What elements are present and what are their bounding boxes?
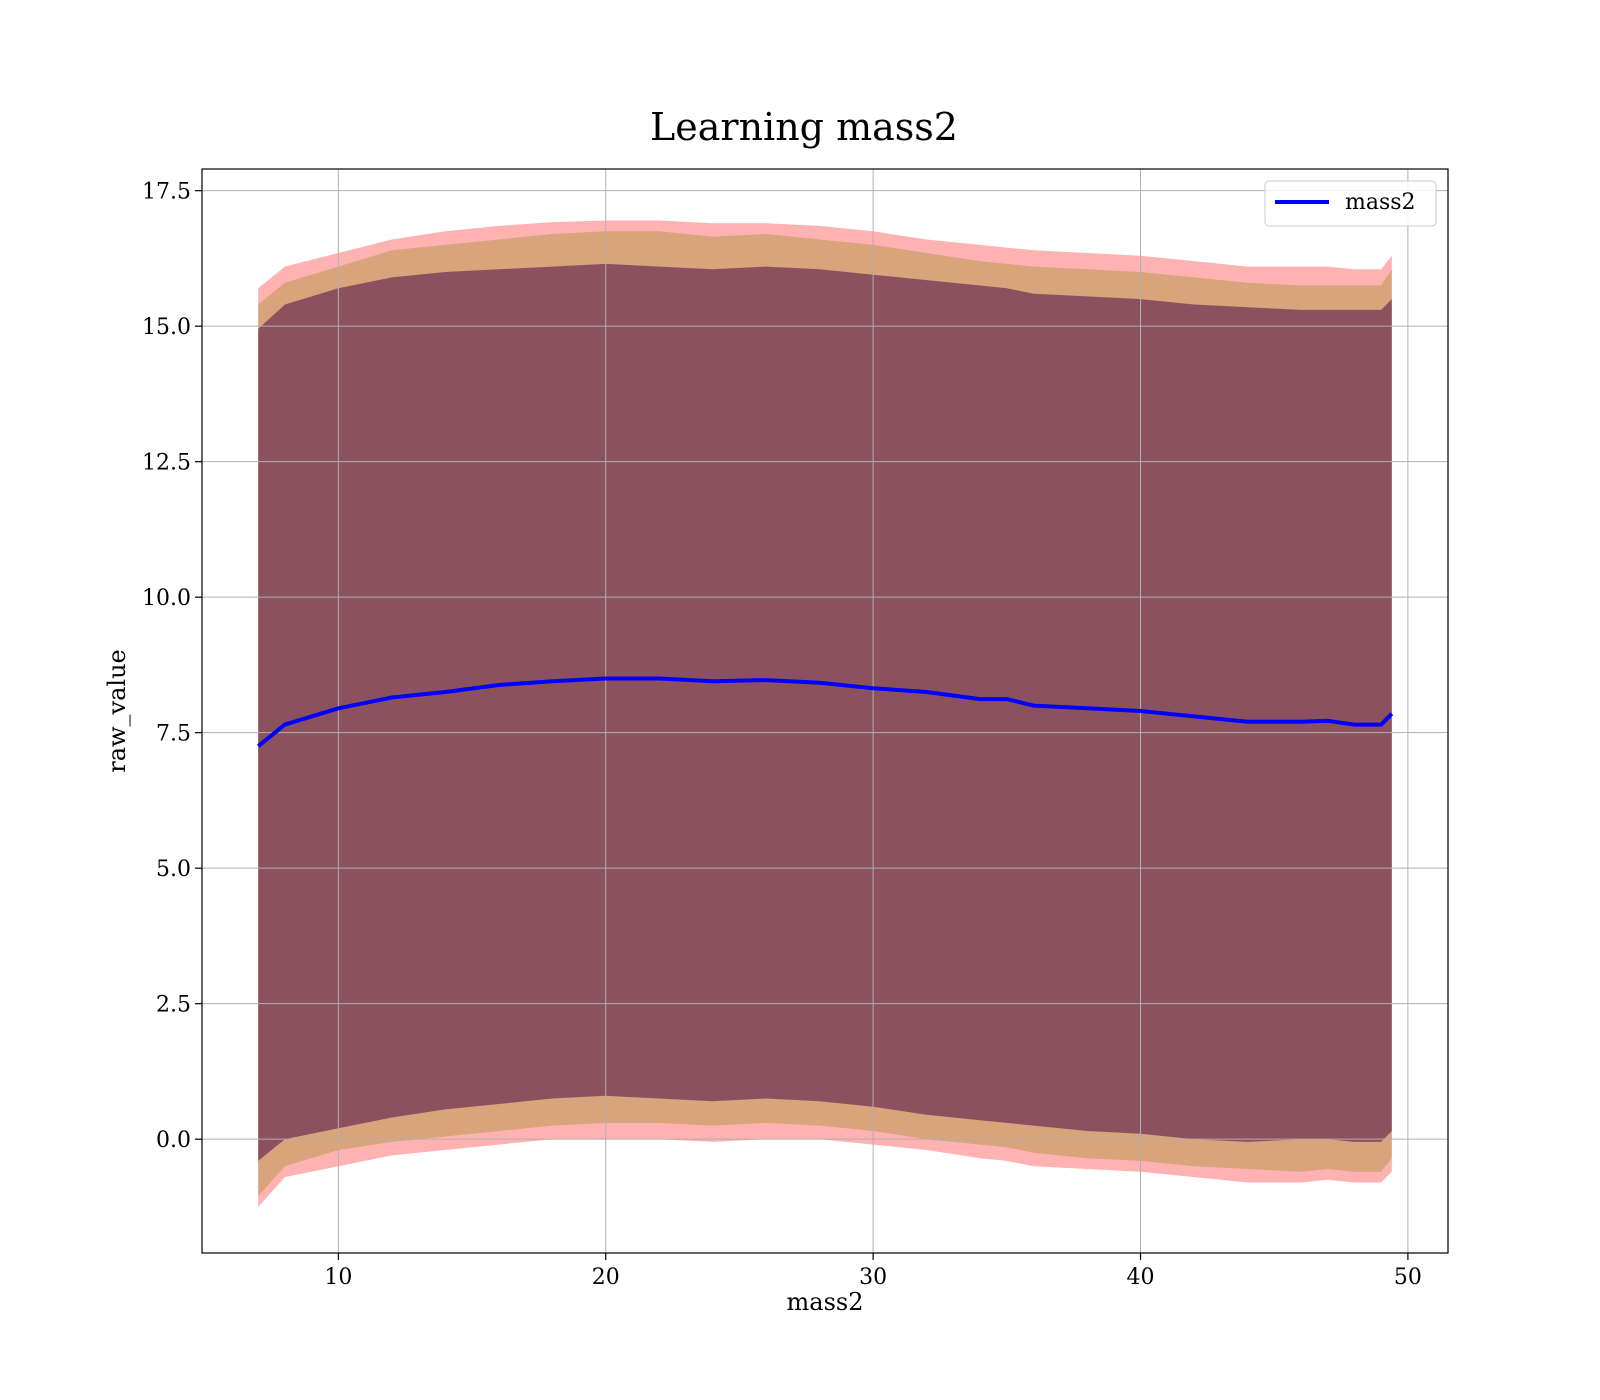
confidence-bands [258,220,1392,1207]
confidence-band-3 [258,263,1392,1161]
series-line-mass2 [256,676,1394,748]
legend-label-mass2: mass2 [1345,190,1416,215]
y-axis-ticks: 0.0 2.5 5.0 7.5 10.0 12.5 15.0 17.5 [142,180,202,1153]
y-tick-label: 10.0 [142,586,191,611]
y-tick-label: 0.0 [156,1128,191,1153]
y-tick-label: 12.5 [142,451,191,476]
y-tick-label: 7.5 [156,722,191,747]
x-tick-label: 40 [1127,1265,1155,1290]
x-tick-label: 10 [324,1265,352,1290]
plot-frame [201,168,1449,1254]
y-tick-label: 2.5 [156,993,191,1018]
grid-lines [202,169,1448,1253]
y-tick-label: 5.0 [156,857,191,882]
x-tick-label: 20 [592,1265,620,1290]
x-axis-ticks: 10 20 30 40 50 [324,1253,1422,1290]
y-tick-label: 17.5 [142,180,191,205]
legend-box [1264,180,1437,227]
chart-title: Learning mass2 [650,105,958,149]
series-lines [256,676,1394,748]
legend: mass2 [1264,180,1437,227]
x-tick-label: 30 [859,1265,887,1290]
x-tick-label: 50 [1394,1265,1422,1290]
y-tick-label: 15.0 [142,315,191,340]
x-axis-label: mass2 [787,1288,864,1316]
y-axis-label: raw_value [103,649,131,773]
